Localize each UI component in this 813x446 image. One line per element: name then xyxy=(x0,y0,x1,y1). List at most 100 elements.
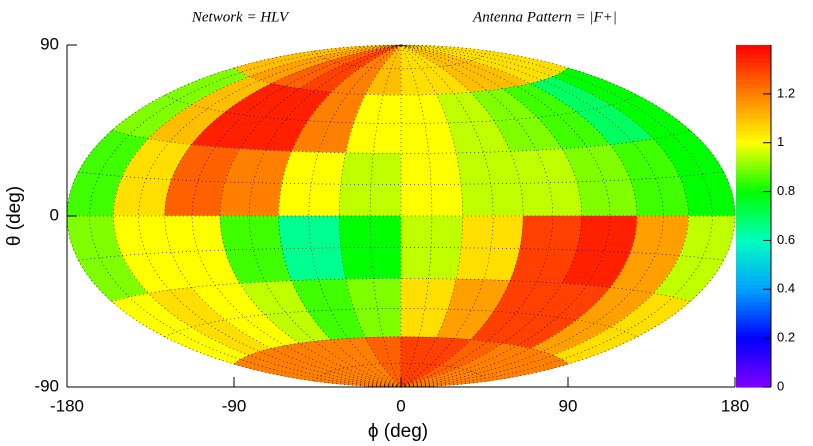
colorbar-step xyxy=(736,357,771,362)
colorbar-step xyxy=(736,211,771,217)
colorbar-step xyxy=(736,374,771,380)
colorbar-step xyxy=(736,288,771,294)
colorbar-step xyxy=(736,258,771,264)
x-tick-label: -90 xyxy=(222,396,247,415)
colorbar-step xyxy=(736,53,771,59)
colorbar-step xyxy=(736,339,771,345)
colorbar-step xyxy=(736,198,771,204)
colorbar-step xyxy=(736,365,771,371)
colorbar-step xyxy=(736,139,771,144)
colorbar-step xyxy=(736,168,771,174)
colorbar-step xyxy=(736,126,771,132)
meridian xyxy=(400,44,554,388)
colorbar-step xyxy=(736,164,771,170)
colorbar-step xyxy=(736,327,771,333)
x-tick-label: 180 xyxy=(721,396,749,415)
colorbar-tick-label: 1.2 xyxy=(777,85,795,100)
colorbar-step xyxy=(736,224,771,230)
colorbar-step xyxy=(736,62,771,67)
colorbar-step xyxy=(736,121,771,127)
colorbar-step xyxy=(736,220,771,226)
colorbar-tick-label: 0.6 xyxy=(777,232,795,247)
colorbar-step xyxy=(736,194,771,200)
colorbar-step xyxy=(736,143,771,149)
colorbar-step xyxy=(736,267,771,273)
colorbar-step xyxy=(736,177,771,183)
colorbar-step xyxy=(736,292,771,298)
x-tick-label: 0 xyxy=(396,396,405,415)
colorbar-step xyxy=(736,49,771,55)
map xyxy=(66,44,736,388)
colorbar-step xyxy=(736,352,771,358)
colorbar-step xyxy=(736,45,771,50)
colorbar-step xyxy=(736,147,771,153)
colorbar-step xyxy=(736,113,771,119)
colorbar-step xyxy=(736,87,771,93)
meridian xyxy=(400,44,524,388)
colorbar-tick-label: 0.2 xyxy=(777,330,795,345)
colorbar-step xyxy=(736,322,771,328)
colorbar-step xyxy=(736,160,771,166)
colorbar-tick-label: 0 xyxy=(777,378,784,393)
heat-cell xyxy=(278,151,347,217)
colorbar-step xyxy=(736,57,771,63)
colorbar-step xyxy=(736,318,771,324)
x-tick-label: 90 xyxy=(559,396,578,415)
y-axis-label: θ (deg) xyxy=(4,186,25,246)
heat-cell xyxy=(278,215,347,281)
colorbar-step xyxy=(736,109,771,114)
parallel xyxy=(78,247,724,261)
colorbar-step xyxy=(736,233,771,238)
colorbar-step xyxy=(736,203,771,209)
colorbar-step xyxy=(736,83,771,89)
colorbar-step xyxy=(736,297,771,303)
colorbar-step xyxy=(736,151,771,157)
parallel xyxy=(111,278,691,302)
colorbar-step xyxy=(736,237,771,243)
colorbar-step xyxy=(736,96,771,102)
colorbar-step xyxy=(736,250,771,256)
colorbar-step xyxy=(736,156,771,162)
colorbar-step xyxy=(736,361,771,367)
colorbar-tick-label: 0.8 xyxy=(777,183,795,198)
colorbar-step xyxy=(736,254,771,260)
meridian xyxy=(400,44,713,388)
colorbar-step xyxy=(736,335,771,341)
colorbar-step xyxy=(736,104,771,110)
meridian xyxy=(400,44,463,388)
parallel xyxy=(111,130,691,154)
colorbar-step xyxy=(736,100,771,106)
meridian xyxy=(248,44,402,388)
colorbar-step xyxy=(736,216,771,221)
colorbar-tick-label: 1 xyxy=(777,134,784,149)
colorbar-step xyxy=(736,92,771,97)
meridian xyxy=(400,44,736,388)
meridian xyxy=(308,44,402,388)
graticule xyxy=(66,44,736,388)
colorbar-step xyxy=(736,66,771,72)
y-tick-label: 0 xyxy=(50,205,59,224)
y-tick-label: 90 xyxy=(40,34,59,53)
colorbar-step xyxy=(736,280,771,285)
colorbar-step xyxy=(736,79,771,85)
heat-cell xyxy=(455,215,524,281)
x-axis-label: ϕ (deg) xyxy=(368,421,428,442)
heat-cell xyxy=(455,151,524,217)
colorbar-step xyxy=(736,314,771,320)
meridian xyxy=(339,44,402,388)
colorbar-step xyxy=(736,305,771,311)
meridian xyxy=(89,44,402,388)
meridian xyxy=(278,44,402,388)
colorbar-step xyxy=(736,70,771,76)
chart-title: Network = HLV xyxy=(191,9,290,25)
colorbar-step xyxy=(736,245,771,251)
colorbar-step xyxy=(736,173,771,179)
colorbar-step xyxy=(736,369,771,375)
colorbar-step xyxy=(736,186,771,191)
colorbar-tick-label: 0.4 xyxy=(777,281,795,296)
colorbar-step xyxy=(736,241,771,247)
colorbar-step xyxy=(736,275,771,281)
colorbar-step xyxy=(736,130,771,136)
